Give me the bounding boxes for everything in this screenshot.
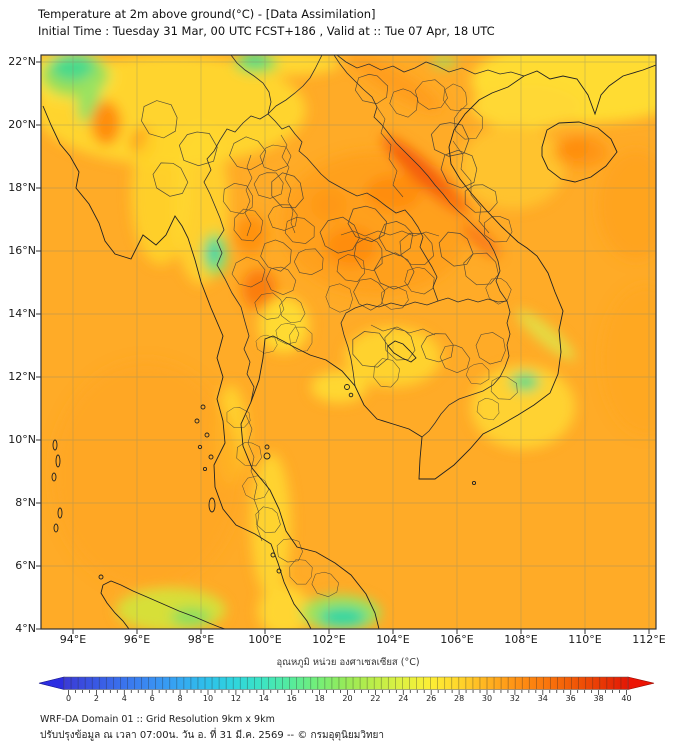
- longitude-axis: 94°E 96°E 98°E 100°E 102°E 104°E 106°E 108°E 110…: [45, 633, 676, 647]
- colorbar-gradient-bar: [63, 676, 629, 690]
- colorbar-value-label: 18: [314, 694, 325, 703]
- lat-tick-label: 14°N: [8, 307, 36, 320]
- colorbar-value-label: 26: [426, 694, 437, 703]
- colorbar-value-label: 2: [93, 694, 99, 703]
- temperature-field: [41, 55, 656, 629]
- axis-ticks: [36, 61, 650, 634]
- colorbar-value-label: 8: [177, 694, 183, 703]
- colorbar-value-label: 28: [454, 694, 465, 703]
- colorbar-value-label: 38: [593, 694, 604, 703]
- colorbar-value-label: 22: [370, 694, 381, 703]
- lat-tick-label: 8°N: [15, 496, 36, 509]
- lon-tick-label: 110°E: [568, 633, 602, 646]
- lat-tick-label: 16°N: [8, 244, 36, 257]
- lat-tick-label: 22°N: [8, 55, 36, 68]
- colorbar-value-label: 32: [509, 694, 520, 703]
- lon-tick-label: 112°E: [632, 633, 666, 646]
- lon-tick-label: 96°E: [123, 633, 151, 646]
- colorbar-value-label: 16: [286, 694, 297, 703]
- lat-tick-label: 10°N: [8, 433, 36, 446]
- lat-tick-label: 6°N: [15, 559, 36, 572]
- lat-tick-label: 20°N: [8, 118, 36, 131]
- page-subtitle: Initial Time : Tuesday 31 Mar, 00 UTC FC…: [38, 24, 495, 38]
- colorbar-value-label: 30: [481, 694, 493, 703]
- map-frame: [40, 54, 657, 630]
- lon-tick-label: 104°E: [376, 633, 410, 646]
- colorbar-value-label: 10: [202, 694, 214, 703]
- lon-tick-label: 102°E: [312, 633, 346, 646]
- lon-tick-label: 106°E: [440, 633, 474, 646]
- lon-tick-label: 98°E: [187, 633, 215, 646]
- colorbar-right-arrow: [627, 676, 655, 690]
- province-borders: [132, 67, 522, 603]
- lat-tick-label: 12°N: [8, 370, 36, 383]
- hainan-island: [541, 121, 618, 183]
- lon-tick-label: 100°E: [248, 633, 282, 646]
- page-title: Temperature at 2m above ground(°C) - [Da…: [38, 7, 376, 21]
- colorbar-value-label: 24: [398, 694, 409, 703]
- lat-tick-label: 4°N: [15, 622, 36, 635]
- latitude-axis: 22°N 20°N 18°N 16°N 14°N 12°N 10°N 8°N 6°N 4°N: [0, 55, 36, 636]
- footer-update-info: ปรับปรุงข้อมูล ณ เวลา 07:00น. วัน อ. ที่…: [40, 730, 385, 741]
- footer-domain-info: WRF-DA Domain 01 :: Grid Resolution 9km …: [40, 714, 275, 725]
- colorbar-value-label: 0: [65, 694, 72, 703]
- colorbar-value-label: 4: [121, 694, 127, 703]
- lon-tick-label: 108°E: [504, 633, 538, 646]
- colorbar-value-label: 40: [621, 694, 632, 703]
- colorbar-title: อุณหภูมิ หน่วย องศาเซลเซียส (°C): [276, 657, 420, 668]
- coastlines: [42, 64, 656, 629]
- colorbar-left-arrow: [38, 676, 65, 690]
- sumatra-coast: [102, 580, 226, 629]
- colorbar-value-label: 34: [537, 694, 548, 703]
- map-canvas: [36, 54, 657, 634]
- lat-tick-label: 18°N: [8, 181, 36, 194]
- tonle-sap-lake: [387, 340, 417, 363]
- colorbar-value-label: 12: [230, 694, 241, 703]
- colorbar: [38, 676, 655, 695]
- colorbar-value-label: 6: [149, 694, 155, 703]
- lon-tick-label: 94°E: [59, 633, 87, 646]
- colorbar-value-label: 36: [565, 694, 576, 703]
- colorbar-ticks: [68, 677, 627, 695]
- colorbar-value-label: 14: [258, 694, 269, 703]
- country-borders: [203, 55, 525, 438]
- colorbar-value-label: 20: [342, 694, 353, 703]
